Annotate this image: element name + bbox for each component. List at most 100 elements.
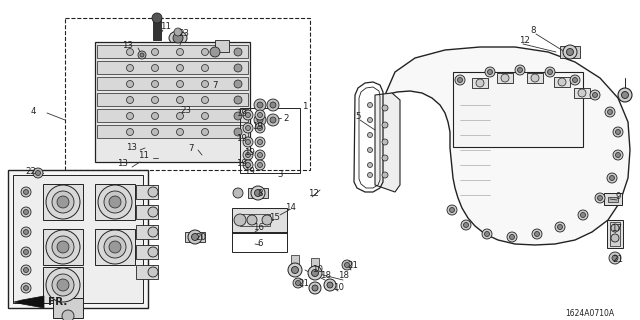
Circle shape — [152, 65, 159, 71]
Circle shape — [202, 49, 209, 55]
Circle shape — [243, 137, 253, 147]
Circle shape — [254, 114, 266, 126]
Circle shape — [21, 247, 31, 257]
Circle shape — [609, 175, 614, 180]
Text: 11: 11 — [160, 21, 171, 30]
Circle shape — [257, 125, 262, 131]
Circle shape — [507, 232, 517, 242]
Ellipse shape — [169, 31, 187, 45]
Ellipse shape — [231, 94, 245, 106]
Circle shape — [257, 153, 262, 157]
Circle shape — [367, 148, 372, 153]
Circle shape — [532, 229, 542, 239]
Circle shape — [257, 102, 263, 108]
Circle shape — [616, 130, 621, 134]
Circle shape — [609, 252, 621, 264]
Circle shape — [21, 207, 31, 217]
Bar — [554, 77, 570, 87]
Circle shape — [202, 129, 209, 135]
Text: 10: 10 — [312, 265, 323, 274]
Ellipse shape — [231, 62, 245, 74]
Circle shape — [270, 102, 276, 108]
Circle shape — [243, 110, 253, 120]
Circle shape — [267, 99, 279, 111]
Circle shape — [616, 153, 621, 157]
Bar — [97, 93, 248, 106]
Circle shape — [598, 196, 602, 201]
Text: 4: 4 — [31, 107, 36, 116]
Circle shape — [246, 113, 250, 117]
Ellipse shape — [231, 78, 245, 90]
Circle shape — [127, 129, 134, 135]
Text: 11: 11 — [138, 150, 149, 159]
Text: 19: 19 — [236, 158, 247, 167]
Bar — [136, 185, 158, 199]
Text: 1624A0710A: 1624A0710A — [565, 308, 614, 317]
Circle shape — [257, 163, 262, 167]
Circle shape — [127, 113, 134, 119]
Circle shape — [461, 220, 471, 230]
Text: 3: 3 — [277, 170, 282, 179]
Circle shape — [46, 268, 80, 302]
Circle shape — [246, 125, 250, 131]
Circle shape — [148, 247, 158, 257]
Bar — [560, 46, 580, 58]
Text: 14: 14 — [285, 203, 296, 212]
Circle shape — [595, 193, 605, 203]
Bar — [53, 298, 83, 318]
Circle shape — [309, 282, 321, 294]
Text: 19: 19 — [244, 148, 255, 156]
Circle shape — [21, 227, 31, 237]
Bar — [232, 208, 287, 233]
Circle shape — [174, 28, 182, 36]
Circle shape — [566, 49, 573, 55]
Circle shape — [127, 97, 134, 103]
Bar — [8, 170, 148, 308]
Text: 7: 7 — [189, 143, 194, 153]
Text: 2: 2 — [283, 114, 289, 123]
Text: 6: 6 — [257, 238, 262, 247]
Text: 16: 16 — [253, 222, 264, 231]
Circle shape — [46, 230, 80, 264]
Circle shape — [24, 229, 29, 235]
Circle shape — [458, 77, 463, 83]
Text: 13: 13 — [122, 41, 133, 50]
Circle shape — [246, 153, 250, 157]
Bar — [95, 42, 250, 162]
Circle shape — [605, 107, 615, 117]
Ellipse shape — [231, 126, 245, 138]
Bar — [97, 125, 248, 138]
Circle shape — [177, 97, 184, 103]
Text: 7: 7 — [212, 81, 218, 90]
Circle shape — [247, 215, 257, 225]
Text: 19: 19 — [252, 122, 263, 131]
Circle shape — [382, 105, 388, 111]
Circle shape — [246, 140, 250, 145]
Circle shape — [98, 230, 132, 264]
Ellipse shape — [465, 100, 595, 230]
Text: FR.: FR. — [48, 297, 67, 307]
Circle shape — [52, 236, 74, 258]
Circle shape — [255, 137, 265, 147]
Circle shape — [255, 150, 265, 160]
Bar — [248, 188, 268, 198]
Circle shape — [255, 189, 262, 196]
Bar — [240, 108, 300, 173]
Circle shape — [177, 65, 184, 71]
Bar — [95, 229, 135, 265]
Ellipse shape — [97, 111, 109, 121]
Text: 19: 19 — [236, 108, 247, 117]
Circle shape — [148, 207, 158, 217]
Polygon shape — [14, 296, 44, 308]
Circle shape — [243, 123, 253, 133]
Circle shape — [62, 310, 74, 320]
Ellipse shape — [99, 97, 106, 103]
Circle shape — [255, 110, 265, 120]
Bar — [43, 229, 83, 265]
Ellipse shape — [205, 44, 225, 60]
Circle shape — [33, 168, 43, 178]
Text: 8: 8 — [257, 188, 262, 197]
Circle shape — [509, 235, 515, 239]
Bar — [610, 222, 620, 246]
Ellipse shape — [471, 106, 589, 224]
